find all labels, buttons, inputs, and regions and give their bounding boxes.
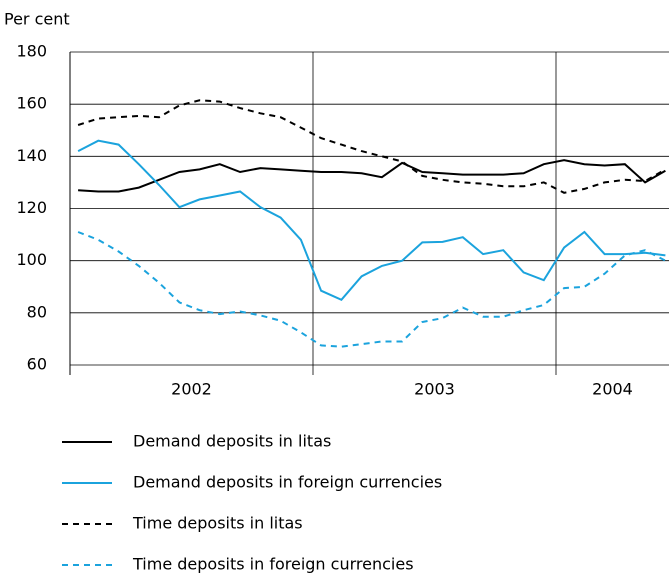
- series-line: [77, 139, 666, 302]
- series-line: [77, 99, 666, 194]
- legend-label: Time deposits in litas: [132, 514, 303, 533]
- y-tick-label: 80: [27, 302, 47, 321]
- y-axis-label: Per cent: [4, 10, 70, 29]
- series-line: [78, 159, 666, 193]
- y-tick-label: 60: [27, 355, 47, 374]
- y-tick-label: 160: [16, 94, 47, 113]
- x-period-label: 2003: [414, 380, 455, 399]
- y-tick-label: 100: [16, 250, 47, 269]
- legend-label: Demand deposits in foreign currencies: [133, 473, 442, 492]
- x-period-label: 2002: [171, 380, 212, 399]
- y-tick-label: 140: [16, 146, 47, 165]
- series-line: [77, 231, 666, 348]
- y-tick-label: 120: [16, 198, 47, 217]
- x-period-label: 2004: [592, 380, 633, 399]
- y-tick-label: 180: [16, 42, 47, 61]
- legend-label: Demand deposits in litas: [133, 432, 331, 451]
- legend-label: Time deposits in foreign currencies: [132, 555, 414, 574]
